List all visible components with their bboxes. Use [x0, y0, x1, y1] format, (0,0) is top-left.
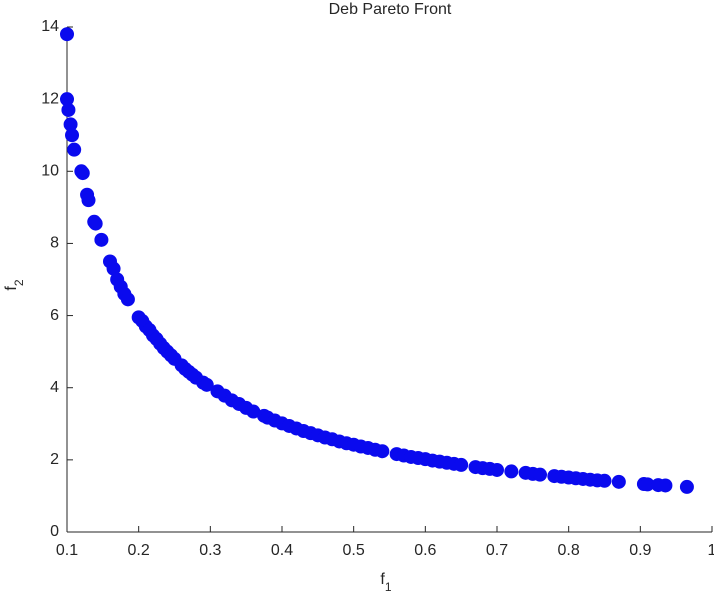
point [199, 377, 214, 392]
y-tick-label: 10 [41, 163, 59, 180]
point [533, 467, 547, 482]
y-axis-label-base: f [3, 286, 20, 291]
point [454, 457, 469, 472]
x-tick-label: 0.6 [414, 542, 436, 559]
y-tick-label: 14 [41, 18, 59, 35]
y-tick-label: 6 [50, 307, 59, 324]
point [504, 464, 519, 479]
x-axis-label-base: f [380, 571, 385, 588]
point [60, 27, 74, 42]
point [375, 444, 390, 459]
x-tick-label: 0.2 [128, 542, 150, 559]
point [597, 473, 612, 488]
point [94, 232, 109, 247]
x-tick-label: 0.3 [199, 542, 221, 559]
point [67, 142, 82, 157]
x-tick-label: 1 [708, 542, 714, 559]
y-tick-label: 4 [50, 379, 59, 396]
x-tick-label: 0.1 [56, 542, 78, 559]
x-tick-label: 0.7 [486, 542, 508, 559]
point [88, 216, 103, 231]
point [61, 102, 76, 117]
chart-title: Deb Pareto Front [329, 1, 452, 18]
point [106, 261, 121, 276]
point [120, 292, 135, 307]
y-tick-label: 8 [50, 235, 59, 252]
point [65, 128, 80, 143]
point [75, 166, 90, 181]
x-tick-label: 0.5 [343, 542, 365, 559]
point [81, 193, 96, 208]
point [640, 477, 655, 492]
y-tick-label: 12 [41, 90, 59, 107]
y-tick-label: 0 [50, 523, 59, 540]
point [679, 479, 694, 494]
y-axis-label: f2 [3, 279, 26, 290]
x-axis-label: f1 [380, 571, 391, 594]
x-axis-label-sub: 1 [385, 580, 392, 594]
x-tick-label: 0.9 [629, 542, 651, 559]
point [63, 117, 78, 132]
x-tick-label: 0.8 [558, 542, 580, 559]
y-axis-label-sub: 2 [12, 279, 26, 286]
point [611, 474, 626, 489]
point [246, 404, 261, 419]
point [60, 92, 74, 107]
point [490, 462, 504, 477]
x-tick-label: 0.4 [271, 542, 293, 559]
y-tick-label: 2 [50, 451, 59, 468]
point [658, 478, 673, 493]
